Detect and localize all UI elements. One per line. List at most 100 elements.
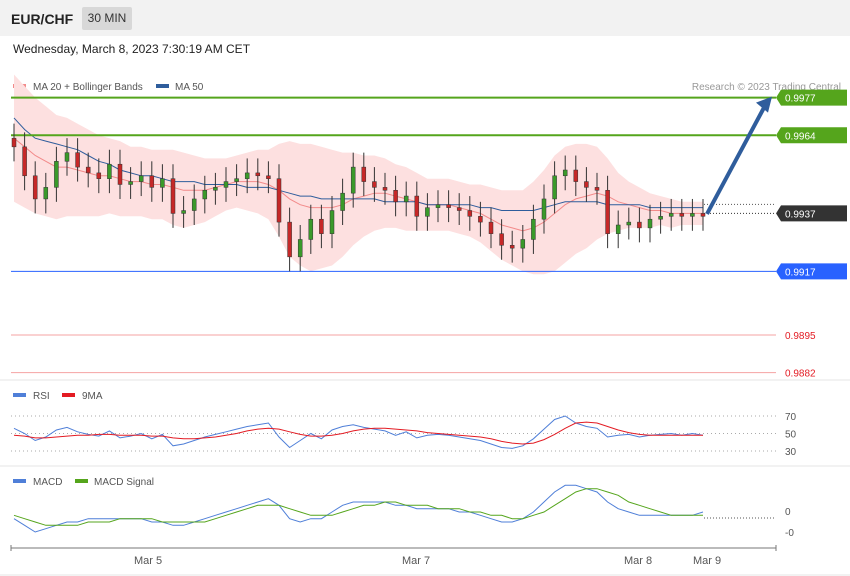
timeframe-badge[interactable]: 30 MIN	[82, 7, 132, 30]
candle-body	[266, 175, 271, 179]
bollinger-band-area	[14, 74, 703, 275]
projection-arrow-head	[756, 96, 772, 113]
candle-body	[149, 175, 155, 188]
candle-body	[488, 221, 494, 234]
ma50-legend-label: MA 50	[175, 82, 204, 93]
candle-body	[213, 187, 218, 191]
level-lines: 0.9977 0.9964 0.9937 0.9917 0.9895 0.9882	[11, 89, 847, 380]
candle-body	[255, 172, 261, 177]
x-axis-label: Mar 9	[693, 555, 721, 567]
ma50-line	[13, 117, 703, 211]
candle-body	[308, 218, 314, 240]
candle-body	[541, 198, 547, 220]
rsi-line	[13, 415, 704, 449]
candle-body	[372, 181, 377, 188]
candle-body	[626, 221, 632, 226]
candle-body	[181, 210, 186, 214]
macd-signal-legend-label: MACD Signal	[94, 477, 154, 488]
candle-body	[319, 218, 324, 234]
x-axis-label: Mar 5	[134, 555, 162, 567]
level-label: 0.9882	[785, 369, 816, 380]
research-credit: Research © 2023 Trading Central	[692, 82, 841, 93]
rsi-ma-legend-swatch	[62, 393, 75, 397]
candle-body	[234, 178, 239, 182]
candle-body	[584, 181, 589, 188]
level-label: 0.9895	[785, 331, 816, 342]
macd-signal-line	[13, 488, 703, 526]
candle-body	[668, 213, 674, 217]
candle-body	[54, 161, 59, 188]
candle-body	[85, 166, 91, 174]
candle-body	[700, 213, 706, 217]
candlesticks	[11, 123, 706, 272]
level-tag	[776, 127, 847, 144]
x-axis-label: Mar 7	[402, 555, 430, 567]
candle-body	[403, 195, 409, 203]
candle-body	[637, 221, 642, 229]
candle-body	[43, 187, 49, 200]
level-tag	[776, 205, 847, 222]
rsi-ma-line	[13, 421, 703, 445]
rsi-tick-label: 50	[785, 430, 797, 441]
candle-body	[340, 192, 345, 211]
candle-body	[32, 175, 38, 200]
candle-body	[520, 239, 526, 249]
candle-body	[138, 175, 144, 182]
candle-body	[690, 213, 695, 217]
candle-body	[107, 163, 112, 179]
candle-body	[202, 190, 208, 200]
candle-body	[329, 210, 335, 234]
projection-arrow	[705, 96, 772, 215]
level-tag	[776, 89, 847, 106]
candle-body	[509, 245, 515, 249]
chart-datetime: Wednesday, March 8, 2023 7:30:19 AM CET	[13, 42, 251, 56]
candle-body	[446, 204, 451, 208]
candle-body	[647, 218, 653, 229]
candle-body	[170, 178, 176, 214]
candle-body	[605, 190, 610, 234]
candle-body	[414, 195, 420, 217]
level-label: 0.9917	[785, 267, 816, 278]
macd-legend-swatch	[13, 479, 26, 483]
candle-body	[435, 204, 441, 208]
candle-body	[64, 152, 70, 162]
candle-body	[287, 221, 292, 258]
candle-body	[191, 198, 197, 211]
ma50-legend-swatch	[156, 84, 169, 88]
rsi-panel: 70 50 30	[11, 412, 797, 458]
candle-body	[679, 213, 685, 217]
candle-body	[117, 163, 123, 185]
candle-body	[160, 178, 165, 188]
candle-body	[425, 207, 430, 217]
x-axis: Mar 5 Mar 7 Mar 8 Mar 9	[10, 545, 777, 567]
macd-tick-label: 0	[785, 507, 791, 518]
candle-body	[96, 172, 102, 179]
candle-body	[456, 207, 462, 211]
rsi-tick-label: 30	[785, 447, 797, 458]
candle-body	[361, 166, 367, 182]
macd-panel: 0 -0	[13, 484, 794, 539]
projection-arrow-shaft	[705, 106, 766, 215]
level-label: 0.9977	[785, 94, 816, 105]
candle-body	[531, 218, 536, 240]
level-label: 0.9937	[785, 209, 816, 220]
rsi-tick-label: 70	[785, 412, 797, 423]
rsi-ma-legend-label: 9MA	[82, 391, 103, 402]
ma20-line	[13, 137, 703, 232]
candle-body	[297, 239, 303, 258]
candle-body	[467, 210, 473, 217]
ma20-legend-label: MA 20 + Bollinger Bands	[33, 82, 143, 93]
bollinger-bands	[14, 74, 703, 275]
rsi-legend-swatch	[13, 393, 26, 397]
chart-header: EUR/CHF 30 MIN	[0, 0, 850, 36]
candle-body	[478, 216, 483, 223]
candle-body	[75, 152, 80, 168]
candle-body	[393, 190, 398, 203]
candle-body	[350, 166, 356, 194]
candle-body	[573, 169, 579, 182]
candle-body	[499, 233, 504, 246]
macd-legend-label: MACD	[33, 477, 62, 488]
macd-signal-legend-swatch	[75, 479, 88, 483]
candle-body	[382, 187, 388, 191]
